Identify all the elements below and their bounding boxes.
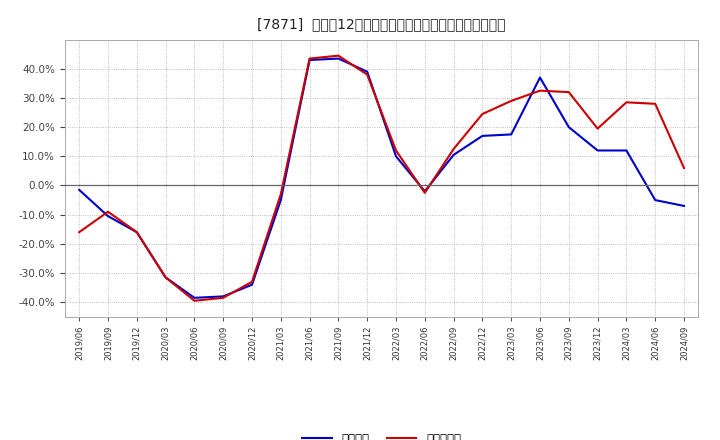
経常利益: [680, 203, 688, 209]
当期純利益: [651, 101, 660, 106]
当期純利益: [507, 98, 516, 103]
経常利益: [132, 230, 141, 235]
経常利益: [75, 187, 84, 193]
当期純利益: [276, 191, 285, 197]
当期純利益: [132, 230, 141, 235]
Legend: 経常利益, 当期純利益: 経常利益, 当期純利益: [297, 428, 466, 440]
経常利益: [392, 154, 400, 159]
経常利益: [363, 69, 372, 74]
経常利益: [305, 57, 314, 62]
当期純利益: [449, 147, 458, 152]
当期純利益: [593, 126, 602, 131]
経常利益: [248, 282, 256, 287]
当期純利益: [680, 165, 688, 171]
経常利益: [449, 152, 458, 158]
経常利益: [651, 198, 660, 203]
経常利益: [190, 295, 199, 301]
Line: 経常利益: 経常利益: [79, 59, 684, 298]
経常利益: [420, 189, 429, 194]
経常利益: [564, 125, 573, 130]
当期純利益: [248, 279, 256, 284]
当期純利益: [564, 89, 573, 95]
経常利益: [622, 148, 631, 153]
当期純利益: [161, 275, 170, 280]
Line: 当期純利益: 当期純利益: [79, 55, 684, 301]
経常利益: [334, 56, 343, 61]
当期純利益: [219, 295, 228, 301]
経常利益: [478, 133, 487, 139]
当期純利益: [420, 190, 429, 195]
当期純利益: [75, 230, 84, 235]
経常利益: [219, 294, 228, 299]
経常利益: [104, 213, 112, 219]
Title: [7871]  利益の12か月移動合計の対前年同期増減率の推移: [7871] 利益の12か月移動合計の対前年同期増減率の推移: [257, 18, 506, 32]
経常利益: [536, 75, 544, 80]
当期純利益: [334, 53, 343, 58]
当期純利益: [190, 298, 199, 304]
当期純利益: [478, 111, 487, 117]
当期純利益: [392, 148, 400, 153]
当期純利益: [363, 72, 372, 77]
当期純利益: [622, 100, 631, 105]
経常利益: [276, 198, 285, 203]
経常利益: [507, 132, 516, 137]
経常利益: [161, 275, 170, 280]
当期純利益: [305, 56, 314, 61]
経常利益: [593, 148, 602, 153]
当期純利益: [536, 88, 544, 93]
当期純利益: [104, 209, 112, 214]
